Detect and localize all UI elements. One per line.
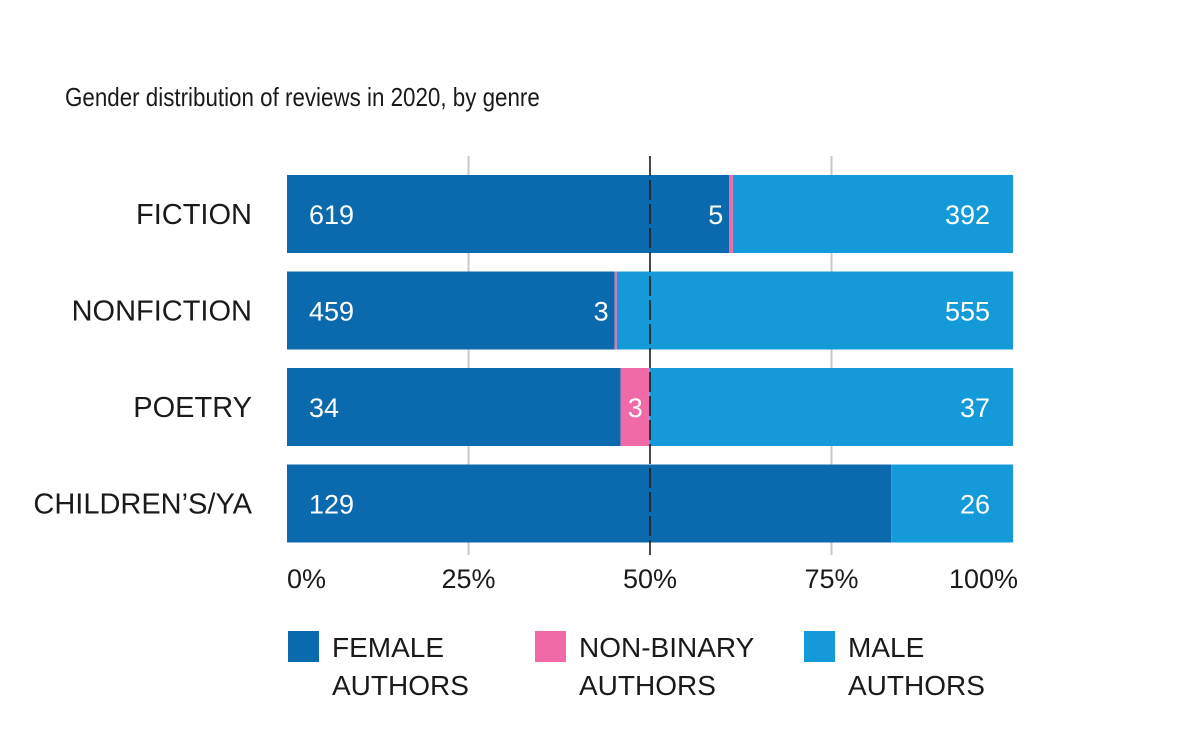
value-label-female: 34: [309, 393, 339, 423]
legend-swatch-male: [804, 631, 835, 662]
x-tick-label: 50%: [623, 564, 677, 594]
legend-label-female: AUTHORS: [332, 670, 469, 701]
bar-segment-male: [616, 271, 1013, 350]
bar-segment-female: [287, 271, 615, 350]
category-label: NONFICTION: [72, 296, 252, 328]
category-label: CHILDREN’S/YA: [33, 489, 252, 521]
legend-swatch-female: [288, 631, 319, 662]
x-tick-label: 75%: [804, 564, 858, 594]
x-tick-label: 0%: [287, 564, 326, 594]
legend-label-nonbinary: NON-BINARY: [579, 632, 755, 663]
value-label-female: 619: [309, 200, 354, 230]
value-label-nonbinary: 5: [708, 200, 723, 230]
bar-segment-male: [891, 464, 1013, 543]
bar-segment-nonbinary: [620, 368, 650, 446]
value-label-female: 459: [309, 297, 354, 327]
chart-title: Gender distribution of reviews in 2020, …: [65, 82, 540, 112]
legend-label-male: AUTHORS: [848, 670, 985, 701]
value-label-male: 555: [945, 297, 990, 327]
value-label-nonbinary: 3: [594, 297, 609, 327]
value-label-female: 129: [309, 490, 354, 520]
bar-segment-nonbinary: [729, 175, 733, 253]
legend-label-male: MALE: [848, 632, 924, 663]
bar-segment-nonbinary: [614, 271, 617, 350]
value-label-male: 26: [960, 490, 990, 520]
legend-label-female: FEMALE: [332, 632, 444, 663]
category-label: POETRY: [133, 392, 252, 424]
bar-segment-female: [287, 175, 730, 253]
bar-segment-female: [287, 464, 892, 543]
value-label-nonbinary: 3: [628, 393, 643, 423]
x-tick-label: 100%: [949, 564, 1018, 594]
value-label-male: 392: [945, 200, 990, 230]
legend-swatch-nonbinary: [535, 631, 566, 662]
bar-segment-male: [732, 175, 1013, 253]
bar-segment-female: [287, 368, 621, 446]
x-tick-label: 25%: [441, 564, 495, 594]
bar-segment-male: [650, 368, 1013, 446]
category-label: FICTION: [136, 199, 252, 231]
value-label-male: 37: [960, 393, 990, 423]
legend-label-nonbinary: AUTHORS: [579, 670, 716, 701]
